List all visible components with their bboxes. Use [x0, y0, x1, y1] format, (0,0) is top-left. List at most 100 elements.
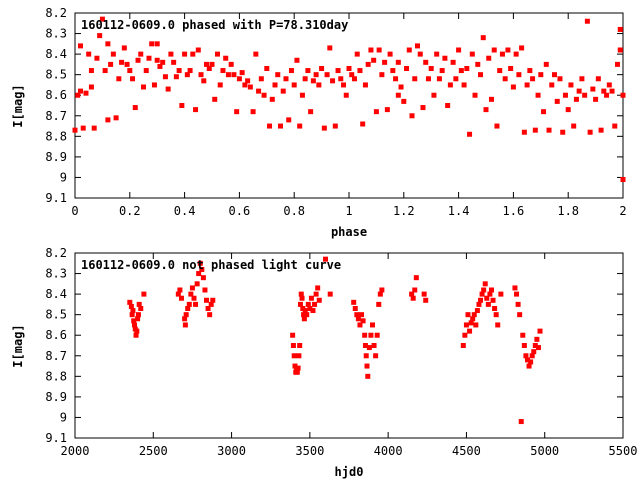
data-point	[478, 297, 484, 303]
data-point	[521, 343, 527, 348]
data-point	[590, 86, 596, 92]
x-tick-label: 2500	[139, 444, 168, 458]
data-point	[310, 308, 316, 314]
data-point	[517, 312, 523, 318]
data-point	[208, 301, 214, 307]
data-point	[471, 312, 477, 318]
data-point	[198, 72, 204, 78]
data-point	[535, 345, 541, 351]
data-point	[470, 316, 476, 322]
data-point	[617, 26, 623, 32]
y-tick-label: 8.5	[45, 68, 67, 82]
data-point	[453, 76, 459, 82]
data-point	[573, 96, 579, 102]
data-point	[160, 59, 166, 65]
data-point	[369, 322, 375, 328]
y-axis-label: I[mag]	[11, 84, 25, 127]
data-point	[495, 322, 501, 328]
data-point	[491, 47, 497, 53]
data-point	[498, 291, 504, 297]
data-point	[468, 320, 474, 326]
data-point	[295, 365, 301, 371]
data-point	[292, 363, 298, 369]
data-point	[225, 72, 231, 78]
data-point	[138, 306, 144, 311]
data-point	[242, 82, 248, 88]
data-point	[264, 66, 270, 71]
data-point	[149, 41, 155, 47]
y-tick-label: 8.7	[45, 109, 67, 123]
data-point	[615, 61, 621, 67]
data-point	[379, 287, 385, 293]
data-point	[280, 88, 286, 94]
data-point	[368, 47, 374, 53]
data-point	[357, 68, 363, 74]
data-point	[442, 55, 448, 61]
data-point	[412, 287, 418, 293]
data-point	[598, 127, 604, 133]
y-tick-label: 8.4	[45, 47, 67, 61]
data-point	[474, 308, 480, 314]
data-point	[546, 127, 552, 133]
data-point	[469, 51, 475, 57]
data-point	[447, 82, 453, 88]
y-tick-label: 8.8	[45, 129, 67, 143]
data-point	[316, 82, 322, 88]
data-point	[294, 369, 300, 375]
data-point	[587, 129, 593, 135]
data-point	[494, 123, 500, 129]
data-point	[72, 127, 78, 133]
data-point	[485, 301, 491, 307]
data-point	[502, 76, 508, 82]
data-point	[395, 92, 401, 98]
data-point	[526, 363, 532, 369]
x-tick-label: 1.8	[557, 204, 579, 218]
y-tick-label: 8.2	[45, 246, 67, 260]
data-point	[165, 86, 171, 92]
y-tick-label: 8.6	[45, 328, 67, 342]
data-point	[220, 68, 226, 74]
data-point	[571, 123, 577, 129]
data-point	[338, 76, 344, 82]
data-point	[223, 55, 229, 61]
data-point	[185, 306, 191, 311]
data-point	[128, 303, 134, 309]
data-point	[253, 51, 259, 57]
data-point	[413, 275, 419, 281]
plot-frame	[74, 252, 624, 439]
axis-ticks: 0 0.2 0.4 0.6 0.8 1 1.2 1.4 1.6 1.8 2 8.2 8.3 8.4 8.5 8…	[45, 6, 626, 218]
data-point	[141, 84, 146, 90]
data-point	[505, 47, 511, 53]
data-point	[130, 76, 136, 82]
data-point	[465, 312, 471, 318]
data-point	[368, 332, 374, 338]
data-point	[423, 59, 429, 65]
data-point	[523, 353, 529, 359]
data-point	[376, 47, 382, 53]
data-point	[186, 301, 192, 307]
data-point	[199, 266, 205, 272]
data-point	[529, 353, 535, 359]
data-point	[481, 287, 487, 293]
data-point	[80, 125, 86, 131]
data-point	[299, 92, 305, 98]
data-point	[99, 16, 105, 22]
data-point	[484, 295, 490, 301]
data-point	[175, 291, 181, 297]
data-point	[189, 285, 195, 291]
data-point	[275, 72, 281, 78]
y-tick-label: 8.6	[45, 88, 67, 102]
data-point	[179, 103, 185, 108]
x-tick-label: 3500	[295, 444, 324, 458]
data-point	[327, 45, 333, 51]
data-point	[584, 18, 590, 24]
data-point	[341, 82, 347, 88]
data-point	[231, 72, 237, 78]
data-point	[313, 72, 319, 78]
data-point	[373, 353, 379, 359]
data-point	[520, 332, 526, 338]
data-points	[72, 16, 626, 182]
data-point	[110, 51, 116, 57]
data-point	[299, 295, 305, 301]
